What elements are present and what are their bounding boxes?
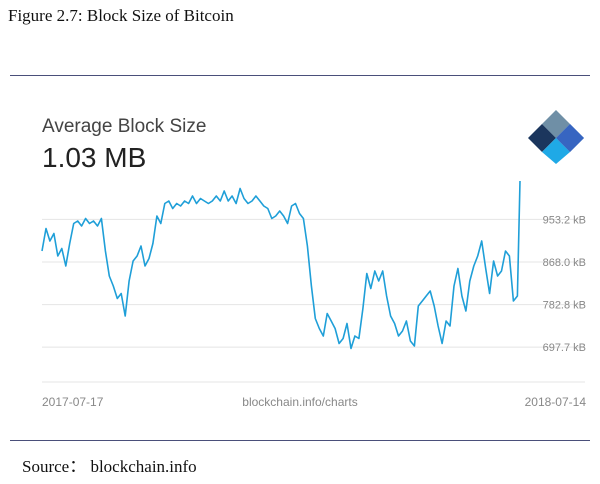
y-tick-label: 953.2 kB	[543, 214, 586, 226]
series-line-0	[41, 180, 521, 350]
series-layer	[41, 180, 521, 350]
y-tick-label: 697.7 kB	[543, 342, 586, 354]
metric-value: 1.03 MB	[42, 142, 147, 173]
y-tick-label: 782.8 kB	[543, 300, 586, 312]
y-tick-label: 868.0 kB	[543, 257, 586, 269]
source-url-label: blockchain.info/charts	[242, 395, 357, 409]
x-start-label: 2017-07-17	[42, 395, 104, 409]
x-end-label: 2018-07-14	[525, 395, 587, 409]
source-caption: Source： blockchain.info	[22, 457, 197, 476]
figure-title: Figure 2.7: Block Size of Bitcoin	[8, 6, 234, 25]
metric-label: Average Block Size	[42, 116, 207, 137]
y-tick-labels: 953.2 kB 868.0 kB 782.8 kB 697.7 kB	[543, 214, 586, 354]
blockchain-cube-logo-icon	[528, 110, 584, 164]
bottom-rule	[10, 440, 590, 441]
line-chart: 953.2 kB 868.0 kB 782.8 kB 697.7 kB 2017-07…	[41, 180, 587, 409]
top-rule	[10, 75, 590, 76]
chart-card: 953.2 kB 868.0 kB 782.8 kB 697.7 kB 2017-07…	[10, 76, 590, 439]
